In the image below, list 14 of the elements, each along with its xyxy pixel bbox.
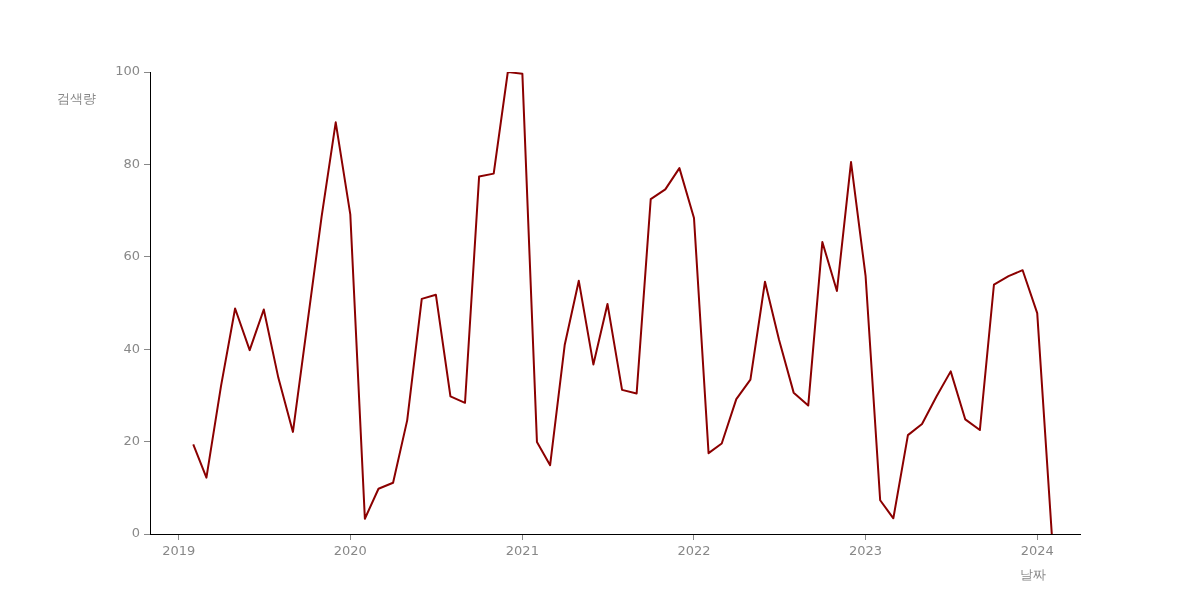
y-axis-title: 검색량	[56, 91, 96, 107]
y-tick-label: 0	[131, 525, 140, 541]
x-tick-label: 2023	[849, 543, 883, 559]
x-axis-title: 날짜	[1020, 567, 1047, 583]
y-tick-label: 60	[123, 248, 140, 264]
y-tick-label: 100	[115, 63, 140, 79]
x-tick-label: 2022	[677, 543, 711, 559]
x-tick-label: 2024	[1020, 543, 1054, 559]
x-tick-label: 2021	[505, 543, 539, 559]
y-tick-label: 80	[123, 155, 140, 171]
x-tick-label: 2020	[333, 543, 367, 559]
y-tick-label: 40	[123, 340, 140, 356]
y-tick-label: 20	[123, 432, 140, 448]
x-tick-label: 2019	[162, 543, 196, 559]
